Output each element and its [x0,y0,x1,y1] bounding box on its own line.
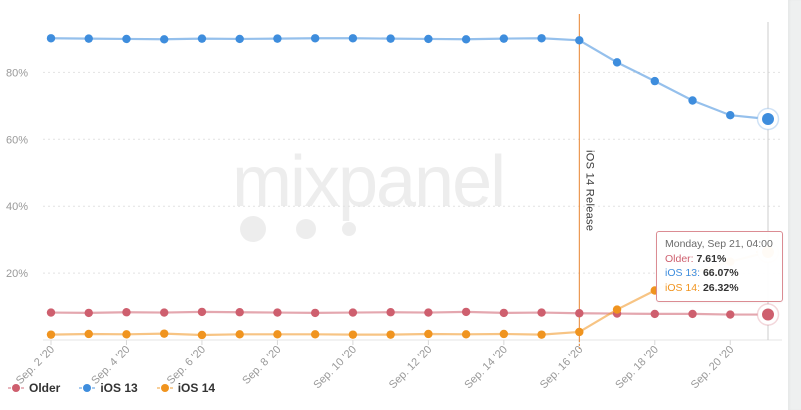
watermark-dot-small [342,222,356,236]
tooltip-label-older: Older: [665,252,694,265]
ios14-series-marker-icon [156,384,173,392]
tooltip-label-ios14: iOS 14: [665,281,701,294]
svg-text:20%: 20% [6,268,28,280]
tooltip-row-older: Older: 7.61% [665,252,773,267]
tooltip-date: Monday, Sep 21, 04:00 [665,238,773,250]
tooltip-value-ios13: 66.07% [702,267,739,279]
legend-item-older[interactable]: Older [8,381,60,395]
svg-text:Sep. 12 '20: Sep. 12 '20 [387,344,435,392]
tooltip-row-ios14: iOS 14: 26.32% [665,281,773,296]
page-background-strip [788,0,801,410]
legend-label-older: Older [29,381,61,395]
legend-item-ios14[interactable]: iOS 14 [156,381,216,395]
svg-text:Sep. 16 '20: Sep. 16 '20 [538,344,586,392]
legend-item-ios13[interactable]: iOS 13 [79,381,138,395]
chart-legend: Older iOS 13 iOS 14 [8,381,215,395]
tooltip-row-ios13: iOS 13: 66.07% [665,266,773,281]
tooltip-label-ios13: iOS 13: [665,267,701,279]
legend-label-ios14: iOS 14 [177,381,216,395]
older-series-marker-icon [8,384,24,392]
chart-tooltip: Monday, Sep 21, 04:00 Older: 7.61% iOS 1… [656,231,783,302]
tooltip-value-ios14: 26.32% [702,281,739,294]
ios13-series-marker-icon [79,384,96,392]
tooltip-value-older: 7.61% [696,252,727,265]
legend-label-ios13: iOS 13 [100,381,138,395]
svg-text:40%: 40% [6,201,28,213]
watermark-dot-large [240,216,266,242]
svg-text:Sep. 20 '20: Sep. 20 '20 [689,344,737,392]
svg-text:60%: 60% [6,134,28,146]
svg-text:Sep. 8 '20: Sep. 8 '20 [240,344,283,387]
watermark-dot-medium [296,219,316,239]
svg-text:Sep. 14 '20: Sep. 14 '20 [462,344,510,392]
ios14-release-annotation-label: iOS 14 Release [583,150,596,232]
svg-text:Sep. 10 '20: Sep. 10 '20 [311,344,359,392]
svg-text:80%: 80% [6,67,28,79]
svg-text:Sep. 18 '20: Sep. 18 '20 [613,344,661,392]
